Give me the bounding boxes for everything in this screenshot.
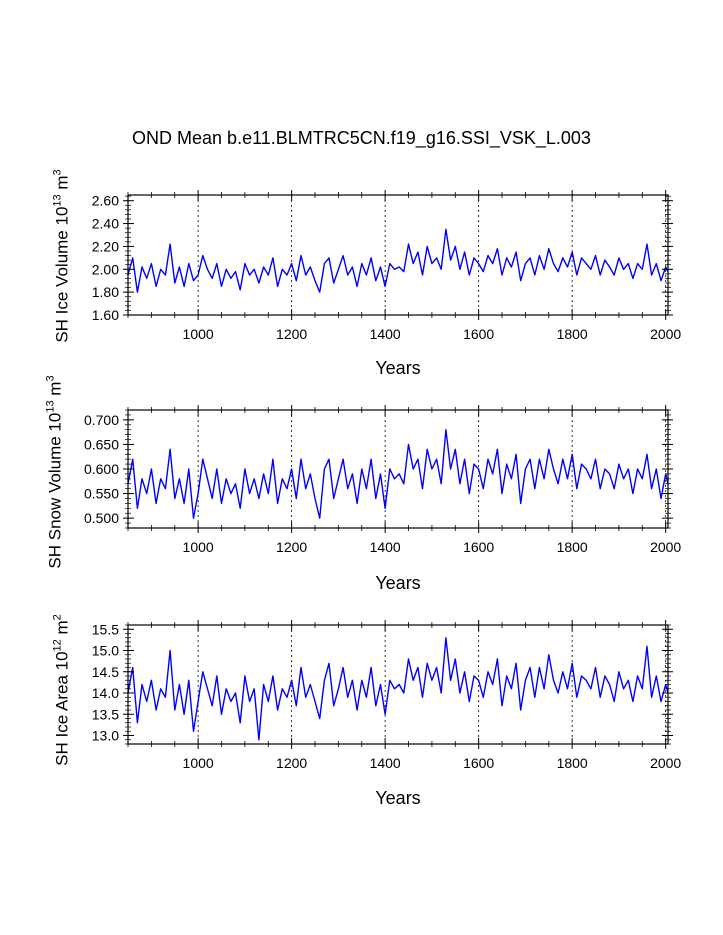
ylabel-snow-volume: SH Snow Volume 1013 m3	[45, 375, 66, 568]
ylabel-ice-volume: SH Ice Volume 1013 m3	[52, 169, 73, 342]
y-tick-label: 15.0	[92, 643, 119, 659]
ylabel-prefix: SH Snow Volume 10	[45, 412, 65, 569]
x-tick-label: 1400	[370, 539, 401, 555]
x-tick-label: 1200	[276, 539, 307, 555]
plot-frame	[127, 409, 669, 529]
y-tick-label: 15.5	[92, 621, 119, 637]
x-tick-label: 2000	[650, 539, 681, 555]
series-line	[127, 637, 669, 741]
ylabel-unit: m	[45, 381, 65, 396]
ylabel-prefix: SH Ice Area 10	[52, 651, 72, 766]
y-tick-label: 0.500	[84, 510, 119, 526]
x-tick-label: 2000	[650, 326, 681, 342]
plot-frame	[127, 194, 669, 316]
ylabel-exponent: 13	[51, 194, 64, 207]
y-tick-label: 14.0	[92, 685, 119, 701]
xlabel-panel-2: Years	[375, 573, 421, 593]
x-tick-label: 1400	[370, 326, 401, 342]
y-tick-label: 0.600	[84, 461, 119, 477]
ylabel-unit: m	[52, 620, 72, 635]
y-tick-label: 2.40	[92, 216, 119, 232]
x-tick-label: 1200	[276, 326, 307, 342]
ylabel-ice-area: SH Ice Area 1012 m2	[52, 614, 73, 766]
y-tick-label: 13.0	[92, 728, 119, 744]
ylabel-unit-exponent: 3	[44, 375, 57, 382]
y-tick-label: 2.60	[92, 193, 119, 209]
y-tick-label: 0.550	[84, 486, 119, 502]
chart-title: OND Mean b.e11.BLMTRC5CN.f19_g16.SSI_VSK…	[132, 128, 591, 148]
y-tick-label: 0.650	[84, 436, 119, 452]
y-tick-label: 0.700	[84, 412, 119, 428]
ylabel-exponent: 13	[44, 400, 57, 413]
x-tick-label: 1000	[183, 539, 214, 555]
x-tick-label: 1200	[276, 755, 307, 771]
y-tick-label: 13.5	[92, 706, 119, 722]
ylabel-prefix: SH Ice Volume 10	[52, 206, 72, 343]
y-tick-label: 2.00	[92, 261, 119, 277]
y-tick-label: 1.80	[92, 284, 119, 300]
x-tick-label: 1800	[557, 326, 588, 342]
y-tick-label: 1.60	[92, 307, 119, 323]
plot-frame	[127, 624, 669, 745]
x-tick-label: 1000	[183, 755, 214, 771]
x-tick-label: 2000	[650, 755, 681, 771]
x-tick-label: 1000	[183, 326, 214, 342]
xlabel-panel-3: Years	[375, 788, 421, 808]
x-tick-label: 1600	[463, 755, 494, 771]
x-tick-label: 1600	[463, 326, 494, 342]
x-tick-label: 1800	[557, 539, 588, 555]
x-tick-label: 1400	[370, 755, 401, 771]
y-tick-label: 2.20	[92, 238, 119, 254]
x-tick-label: 1800	[557, 755, 588, 771]
ylabel-exponent: 12	[51, 639, 64, 652]
x-tick-label: 1600	[463, 539, 494, 555]
ylabel-unit-exponent: 3	[51, 169, 64, 176]
series-line	[127, 228, 669, 293]
xlabel-panel-1: Years	[375, 358, 421, 378]
ylabel-unit-exponent: 2	[51, 614, 64, 621]
y-tick-label: 14.5	[92, 664, 119, 680]
series-line	[127, 429, 669, 519]
ylabel-unit: m	[52, 175, 72, 190]
